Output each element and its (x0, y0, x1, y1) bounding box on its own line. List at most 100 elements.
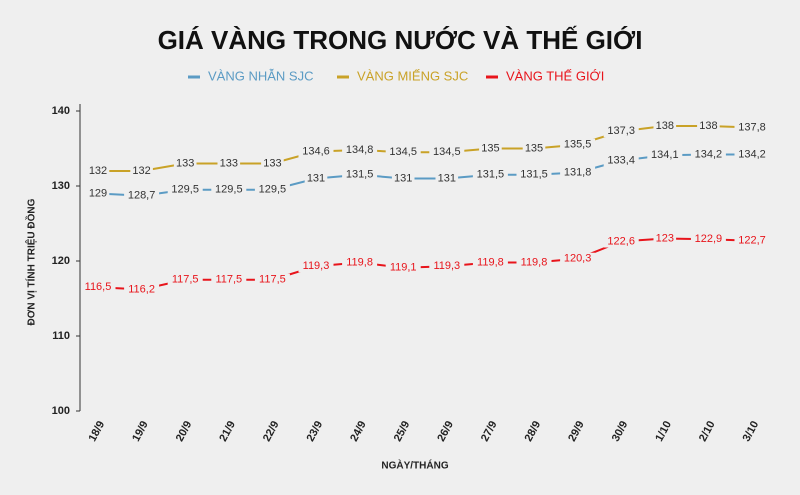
value-label: 117,5 (215, 274, 242, 286)
label-bg (690, 148, 726, 161)
value-label: 135 (525, 142, 543, 154)
value-label: 134,2 (738, 148, 766, 160)
label-bg (298, 145, 334, 158)
label-bg (435, 172, 459, 185)
value-label: 135 (481, 142, 499, 154)
value-label: 131 (307, 172, 325, 184)
value-label: 134,8 (346, 144, 374, 156)
y-tick-label: 130 (52, 180, 70, 192)
label-bg (734, 234, 770, 247)
label-bg (385, 146, 421, 159)
value-label: 129,5 (259, 184, 287, 196)
label-bg (261, 157, 284, 170)
legend-label: VÀNG MIẾNG SJC (357, 68, 468, 83)
value-label: 131,5 (346, 169, 374, 181)
x-tick-label: 19/9 (130, 419, 151, 444)
label-bg (603, 154, 639, 167)
y-axis-label: ĐƠN VỊ TÍNH TRIỆU ĐỒNG (25, 198, 38, 325)
value-label: 133 (176, 157, 194, 169)
value-label: 119,8 (521, 256, 548, 268)
value-label: 138 (699, 120, 717, 132)
label-bg (211, 183, 247, 196)
value-label: 138 (656, 120, 674, 132)
label-bg (429, 260, 465, 273)
value-label: 117,5 (172, 274, 199, 286)
value-label: 119,3 (303, 260, 330, 272)
label-bg (516, 256, 552, 269)
value-label: 137,8 (738, 121, 766, 133)
label-bg (254, 273, 290, 286)
x-tick-label: 22/9 (261, 419, 282, 444)
label-bg (653, 232, 677, 245)
value-label: 131 (394, 172, 412, 184)
chart-title: GIÁ VÀNG TRONG NƯỚC VÀ THẾ GIỚI (158, 25, 643, 55)
label-bg (560, 252, 596, 265)
label-bg (342, 144, 378, 156)
value-label: 119,1 (390, 262, 417, 274)
label-bg (304, 172, 328, 185)
value-label: 120,3 (564, 253, 592, 265)
value-label: 135,5 (564, 139, 592, 151)
x-tick-label: 24/9 (348, 419, 369, 444)
label-bg (86, 187, 110, 200)
value-label: 133 (263, 157, 281, 169)
series-line (97, 153, 752, 197)
x-tick-label: 18/9 (87, 419, 108, 444)
series-line (98, 125, 753, 172)
value-label: 122,9 (695, 233, 723, 245)
label-bg (522, 142, 546, 155)
x-tick-label: 26/9 (435, 419, 456, 444)
legend-label: VÀNG THẾ GIỚI (506, 68, 604, 83)
x-tick-label: 30/9 (610, 419, 631, 444)
label-bg (603, 235, 639, 248)
value-label: 132 (89, 165, 107, 177)
value-label: 131 (438, 172, 456, 184)
label-bg (697, 120, 720, 132)
x-tick-label: 23/9 (305, 419, 326, 444)
value-label: 128,7 (128, 190, 156, 202)
x-tick-label: 21/9 (217, 419, 238, 444)
label-bg (472, 256, 508, 269)
label-bg (254, 183, 290, 196)
label-bg (734, 121, 770, 134)
label-bg (690, 233, 726, 246)
label-bg (560, 166, 596, 179)
x-tick-label: 27/9 (479, 419, 500, 444)
value-label: 116,5 (85, 281, 112, 293)
label-bg (385, 261, 421, 274)
label-bg (167, 273, 203, 286)
value-label: 119,8 (346, 256, 373, 268)
label-bg (653, 120, 677, 132)
label-bg (603, 125, 639, 138)
label-bg (86, 165, 110, 177)
value-label: 119,8 (477, 256, 504, 268)
label-bg (516, 168, 552, 181)
value-label: 122,6 (607, 235, 635, 247)
value-label: 132 (132, 165, 150, 177)
value-label: 137,3 (607, 125, 635, 137)
value-label: 133,4 (607, 154, 635, 166)
x-tick-label: 2/10 (697, 419, 718, 444)
value-label: 129,5 (215, 184, 243, 196)
label-bg (647, 149, 683, 162)
label-bg (217, 157, 241, 170)
label-bg (124, 189, 160, 202)
value-label: 129 (89, 187, 107, 199)
value-label: 122,7 (738, 235, 766, 247)
value-label: 134,1 (651, 149, 679, 161)
value-label: 134,5 (389, 146, 417, 158)
x-tick-label: 3/10 (741, 419, 762, 444)
value-label: 131,8 (564, 166, 592, 178)
label-bg (173, 157, 197, 170)
series-line (97, 237, 753, 291)
label-bg (429, 146, 465, 159)
label-bg (298, 260, 334, 273)
label-bg (130, 165, 153, 177)
value-label: 123 (656, 232, 674, 244)
label-bg (167, 183, 203, 196)
label-bg (211, 273, 247, 286)
y-tick-label: 110 (52, 330, 70, 342)
x-tick-label: 20/9 (174, 419, 195, 444)
